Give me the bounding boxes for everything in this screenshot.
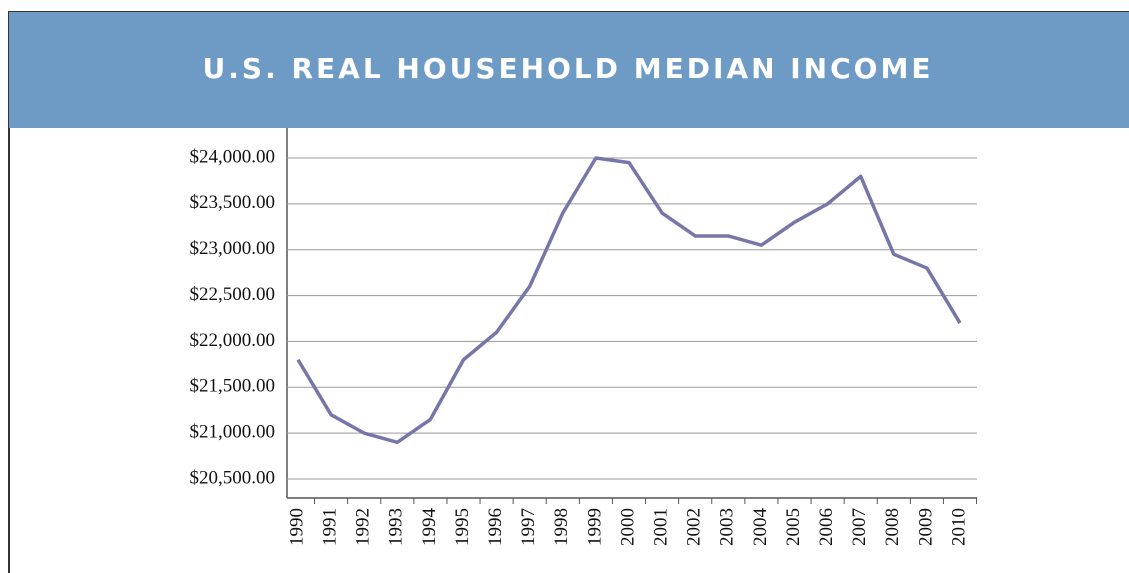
y-tick-label: $21,000.00 <box>190 422 276 443</box>
x-tick-label: 2001 <box>650 508 671 546</box>
x-tick-label: 1995 <box>452 508 473 546</box>
x-tick-label: 2010 <box>948 508 969 546</box>
x-tick-label: 1994 <box>419 508 440 547</box>
data-line <box>296 156 962 445</box>
x-tick-label: 1998 <box>551 508 572 546</box>
x-tick-label: 2004 <box>750 508 771 547</box>
chart-title: U.S. REAL HOUSEHOLD MEDIAN INCOME <box>203 52 934 85</box>
x-tick-label: 2005 <box>783 508 804 546</box>
x-tick-label: 2008 <box>882 508 903 546</box>
x-tick-label: 1999 <box>584 508 605 546</box>
x-tick-label: 1993 <box>386 508 407 546</box>
x-tick-label: 1996 <box>485 508 506 546</box>
y-tick-label: $22,500.00 <box>190 284 276 305</box>
x-tick-label: 2009 <box>915 508 936 546</box>
x-tick-label: 2002 <box>684 508 705 546</box>
x-tick-label: 2006 <box>816 508 837 546</box>
x-tick-label: 1997 <box>518 508 539 546</box>
x-tick-label: 2003 <box>717 508 738 546</box>
y-tick-label: $22,000.00 <box>190 330 276 351</box>
x-tick-label: 2007 <box>849 508 870 546</box>
y-tick-label: $20,500.00 <box>190 467 276 488</box>
y-tick-label: $23,500.00 <box>190 192 276 213</box>
x-tick-label: 1991 <box>319 508 340 546</box>
header <box>9 12 1129 128</box>
y-tick-label: $24,000.00 <box>190 146 276 167</box>
y-tick-label: $23,000.00 <box>190 238 276 259</box>
x-tick-label: 1990 <box>286 508 307 546</box>
x-tick-label: 2000 <box>617 508 638 546</box>
y-tick-label: $21,500.00 <box>190 376 276 397</box>
x-tick-label: 1992 <box>353 508 374 546</box>
